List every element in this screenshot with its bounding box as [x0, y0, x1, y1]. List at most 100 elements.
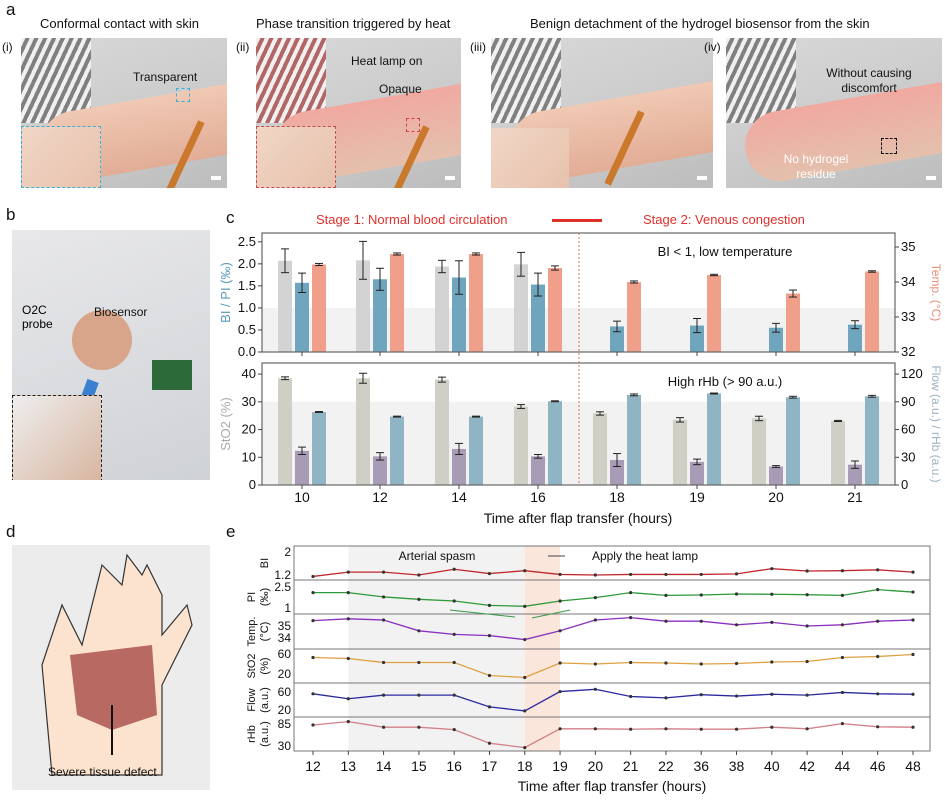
bar: [469, 416, 483, 485]
bar: [312, 411, 326, 485]
inset-sensor: [256, 126, 336, 188]
bar: [312, 264, 326, 352]
x-axis-label: Time after flap transfer (hours): [484, 510, 673, 526]
data-point: [523, 569, 527, 573]
x-tick-label: 16: [446, 758, 462, 774]
bar: [707, 393, 721, 485]
data-point: [699, 593, 703, 597]
data-point: [593, 727, 597, 731]
data-point: [558, 629, 562, 633]
bar: [373, 279, 387, 352]
hand-illustration: Severe tissue defect: [12, 545, 210, 790]
data-point: [558, 599, 562, 603]
bar: [627, 394, 641, 485]
data-point: [593, 573, 597, 577]
scale-bar: [211, 176, 221, 180]
data-point: [876, 692, 880, 696]
data-point: [523, 675, 527, 680]
y-tick-label: 2: [284, 545, 291, 559]
chart-annotation: BI < 1, low temperature: [658, 244, 793, 259]
row-frame: [293, 716, 931, 752]
panel-d-label: d: [6, 522, 16, 541]
row-y-label-unit: (‰): [259, 588, 271, 606]
chart-annotation: High rHb (> 90 a.u.): [668, 374, 783, 389]
y-tick-label: 20: [278, 703, 292, 717]
bar: [435, 379, 449, 485]
data-point: [770, 620, 774, 625]
data-point: [629, 591, 633, 595]
data-point: [346, 617, 350, 621]
data-point: [558, 689, 562, 694]
row-y-label: BI: [259, 558, 271, 568]
data-point: [840, 722, 845, 726]
data-point: [381, 660, 386, 665]
y-tick-label-right: 30: [901, 449, 915, 464]
data-point: [911, 652, 915, 657]
row-y-label-unit: (%): [259, 657, 271, 674]
data-point: [699, 727, 703, 731]
y-axis-label-left: BI / PI (‰): [218, 262, 233, 323]
x-axis-label: Time after flap transfer (hours): [518, 778, 707, 794]
panel-a-title-1: Conformal contact with skin: [40, 16, 199, 31]
row-y-label: Temp.: [246, 617, 258, 647]
sensor-box: [406, 118, 420, 132]
data-point: [558, 727, 562, 731]
bar: [848, 464, 862, 485]
data-point: [487, 705, 492, 709]
series-line: [312, 616, 914, 641]
data-point: [805, 693, 809, 697]
data-point: [593, 687, 597, 691]
bar: [707, 275, 721, 352]
data-point: [629, 727, 633, 731]
y-tick-label: 60: [278, 685, 292, 699]
bar: [865, 271, 879, 352]
data-point: [629, 572, 633, 577]
photo-index-ii: (ii): [236, 40, 250, 54]
x-tick-label: 38: [729, 758, 745, 774]
annotation-tissue-defect: Severe tissue defect: [48, 765, 157, 779]
inset-probe: [12, 395, 102, 480]
x-tick-label: 18: [609, 489, 625, 505]
data-point: [346, 697, 350, 701]
x-tick-label: 19: [552, 758, 568, 774]
panel-a-title-2: Phase transition triggered by heat: [256, 16, 451, 31]
photo-clinical-biosensor: O2C probe Biosensor: [12, 230, 210, 480]
data-point: [417, 693, 421, 697]
circuit-board-image: [152, 360, 192, 390]
annotation-heat-lamp: Heat lamp on: [351, 54, 423, 68]
data-point: [629, 616, 633, 620]
x-tick-label: 44: [835, 758, 851, 774]
bar: [769, 327, 783, 352]
scale-bar: [697, 176, 707, 180]
row-y-label: PI: [246, 592, 258, 602]
data-point: [805, 593, 809, 597]
data-point: [805, 569, 809, 573]
panel-a-title-3: Benign detachment of the hydrogel biosen…: [530, 16, 870, 31]
y-tick-label: 0.5: [238, 322, 256, 337]
data-point: [664, 593, 668, 598]
data-point: [381, 595, 386, 599]
data-point: [346, 656, 350, 661]
x-tick-label: 14: [376, 758, 392, 774]
photo-index-iii: (iii): [470, 40, 486, 54]
data-point: [381, 693, 386, 697]
data-point: [876, 654, 880, 659]
data-point: [593, 618, 597, 622]
data-point: [734, 623, 739, 627]
data-point: [840, 655, 845, 660]
data-point: [840, 690, 845, 695]
scale-bar: [445, 176, 455, 180]
row-y-label-unit: (a.u.): [259, 721, 271, 747]
bar: [786, 397, 800, 485]
photo-index-iv: (iv): [704, 40, 721, 54]
data-point: [523, 746, 527, 750]
y-tick-label: 40: [242, 366, 256, 381]
bar: [786, 293, 800, 352]
data-point: [381, 570, 386, 574]
data-point: [805, 624, 809, 628]
annotation-heat-lamp: Apply the heat lamp: [592, 549, 698, 563]
inset-sensor: [21, 126, 101, 188]
bar: [514, 264, 528, 352]
y-axis-label-left: StO2 (%): [218, 397, 233, 450]
